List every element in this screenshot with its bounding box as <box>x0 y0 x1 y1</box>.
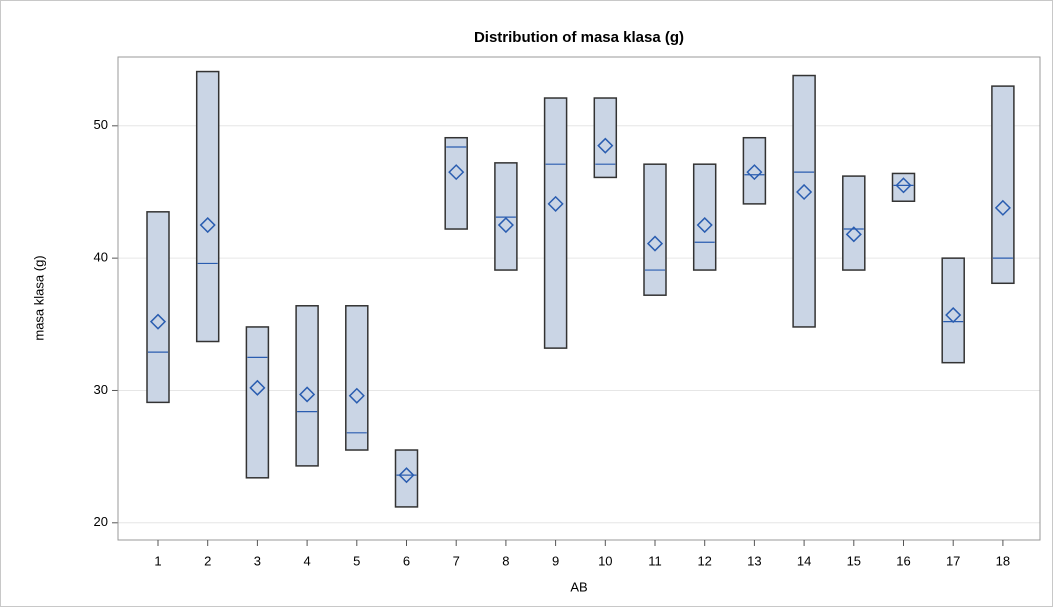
box <box>742 136 767 205</box>
x-tick-label: 13 <box>747 553 761 568</box>
mean-marker <box>994 199 1011 216</box>
box <box>543 97 568 349</box>
mean-marker <box>448 164 465 181</box>
x-tick-label: 16 <box>896 553 910 568</box>
x-tick-label: 11 <box>648 553 662 568</box>
mean-marker <box>348 387 365 404</box>
x-tick-label: 4 <box>303 553 310 568</box>
box <box>444 136 468 230</box>
mean-marker <box>299 386 316 403</box>
x-axis-label: AB <box>570 579 587 594</box>
box <box>842 175 866 271</box>
box <box>245 326 270 479</box>
mean-marker <box>845 226 862 243</box>
mean-marker <box>895 177 912 194</box>
box <box>792 74 816 328</box>
x-tick-label: 10 <box>598 553 612 568</box>
mean-marker <box>945 306 962 324</box>
y-tick-label: 30 <box>94 382 108 397</box>
box <box>295 305 319 467</box>
box <box>146 211 170 404</box>
y-axis-label: masa klasa (g) <box>31 255 46 340</box>
mean-marker <box>547 195 564 212</box>
box <box>941 257 965 364</box>
x-tick-label: 15 <box>847 553 861 568</box>
box <box>345 305 369 451</box>
mean-marker <box>497 216 514 234</box>
box <box>494 162 518 271</box>
x-tick-label: 5 <box>353 553 360 568</box>
box <box>643 163 667 296</box>
mean-marker <box>696 216 713 234</box>
x-tick-label: 14 <box>797 553 811 568</box>
x-tick-label: 12 <box>697 553 711 568</box>
x-tick-label: 7 <box>453 553 460 568</box>
chart-title: Distribution of masa klasa (g) <box>474 29 684 46</box>
box <box>891 172 916 202</box>
y-tick-label: 50 <box>94 117 108 132</box>
mean-marker <box>149 313 167 330</box>
y-tick-label: 20 <box>94 514 108 529</box>
x-tick-label: 17 <box>946 553 960 568</box>
x-tick-label: 3 <box>254 553 261 568</box>
box <box>991 85 1015 285</box>
mean-marker <box>199 216 216 234</box>
x-tick-label: 2 <box>204 553 211 568</box>
x-tick-label: 9 <box>552 553 559 568</box>
x-tick-label: 18 <box>996 553 1010 568</box>
x-tick-label: 1 <box>154 553 161 568</box>
x-tick-label: 8 <box>502 553 509 568</box>
mean-marker <box>398 467 415 484</box>
mean-marker <box>796 183 813 201</box>
plot-frame <box>117 56 1041 541</box>
mean-marker <box>249 379 266 396</box>
y-tick-label: 40 <box>94 250 108 265</box>
box <box>394 449 419 508</box>
x-tick-label: 6 <box>403 553 410 568</box>
mean-marker <box>597 137 614 154</box>
box <box>195 70 220 343</box>
mean-marker <box>646 235 664 252</box>
mean-marker <box>746 164 763 181</box>
